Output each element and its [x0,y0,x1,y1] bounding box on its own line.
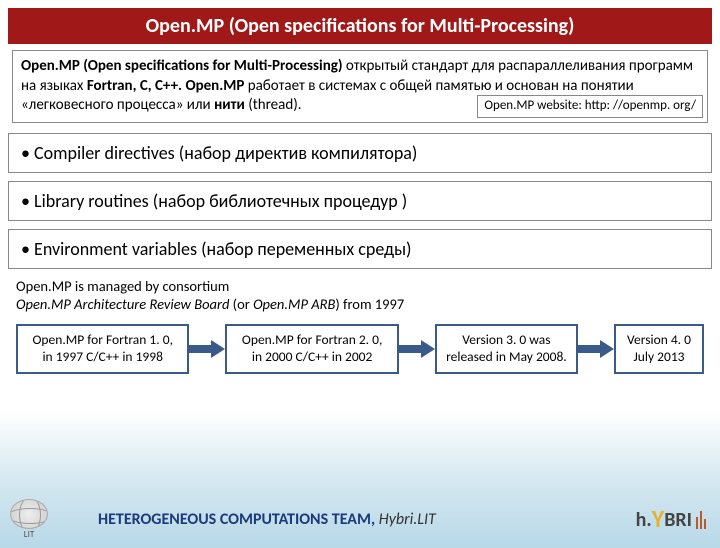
consortium-text: Open.MP is managed by consortium Open.MP… [16,277,704,315]
desc-thread: нити [214,96,245,114]
footer-team-text: HETEROGENEOUS COMPUTATIONS TEAM, Hybri.L… [98,510,436,529]
lit-logo: LIT [10,499,48,540]
arrow-icon [399,342,435,356]
version-box-3: Version 3. 0 was released in May 2008. [435,324,578,374]
hybri-logo: h.YBRI [636,505,706,534]
description-box: Open.MP (Open specifications for Multi-P… [12,50,708,123]
version-box-2: Open.MP for Fortran 2. 0, in 2000 C/C++ … [225,324,398,374]
cons-l1: Open.MP is managed by consortium [16,277,229,295]
bullet-library: • Library routines (набор библиотечных п… [8,181,712,221]
cons-l2b: (or [229,295,253,313]
cons-l2d: ) from 1997 [335,295,404,313]
team-ital: Hybri.LIT [375,510,436,529]
bars-icon [696,511,706,529]
bullet-compiler: • Compiler directives (набор директив ко… [8,133,712,173]
version-timeline: Open.MP for Fortran 1. 0, in 1997 C/C++ … [16,324,704,374]
lit-label: LIT [24,529,34,540]
hybri-h: h. [636,508,652,532]
cons-l2c: Open.MP ARB [253,295,335,313]
desc-langs: Fortran, C, C++. [87,77,182,95]
cons-l2a: Open.MP Architecture Review Board [16,295,229,313]
arrow-icon [189,342,225,356]
hybri-y: Y [652,505,664,534]
version-box-1: Open.MP for Fortran 1. 0, in 1997 C/C++ … [16,324,189,374]
desc-thread-paren: (thread). [245,96,302,114]
website-box: Open.MP website: http: //openmp. org/ [477,95,703,118]
slide-title: Open.MP (Open specifications for Multi-P… [8,8,712,44]
footer-left: LIT HETEROGENEOUS COMPUTATIONS TEAM, Hyb… [10,499,436,540]
hybri-rest: BRI [664,508,692,532]
bullet-env: • Environment variables (набор переменны… [8,229,712,269]
globe-icon [10,499,48,529]
desc-t2: Open.MP [182,77,244,95]
version-box-4: Version 4. 0 July 2013 [614,324,704,374]
arrow-icon [578,342,614,356]
team-label: HETEROGENEOUS COMPUTATIONS TEAM, [98,510,375,529]
slide-footer: LIT HETEROGENEOUS COMPUTATIONS TEAM, Hyb… [0,499,720,540]
desc-lead: Open.MP (Open specifications for Multi-P… [21,57,343,75]
